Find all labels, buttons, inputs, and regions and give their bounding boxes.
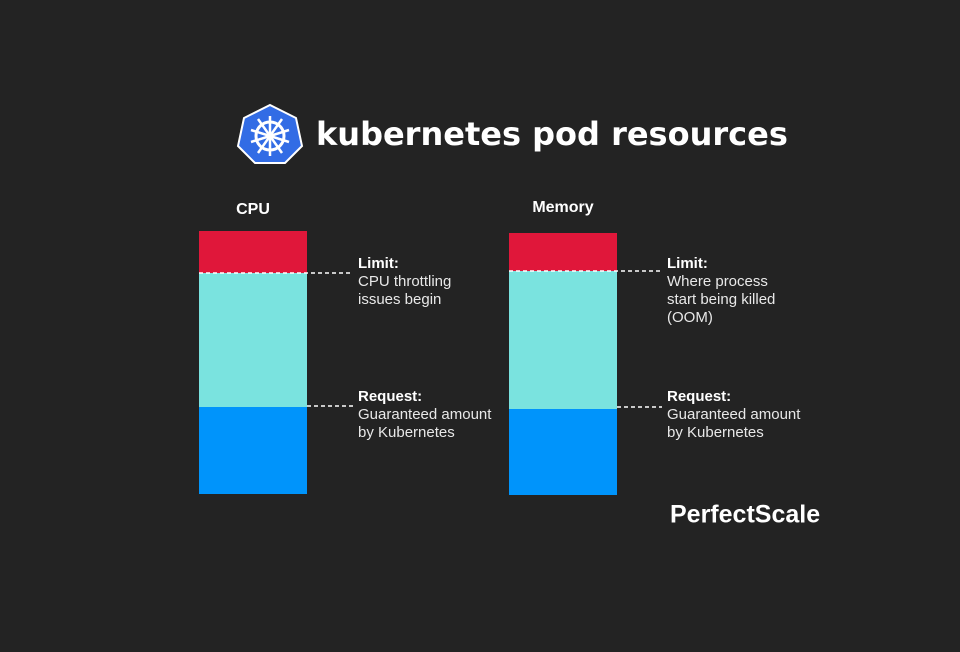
- request-text: Guaranteed amount: [667, 406, 801, 423]
- burst-block: [199, 273, 307, 407]
- request-text: Guaranteed amount: [358, 406, 492, 423]
- request-block: [199, 407, 307, 494]
- column-heading: Memory: [532, 199, 593, 216]
- title: kubernetes pod resources: [316, 115, 788, 153]
- request-block: [509, 409, 617, 495]
- limit-block: [509, 233, 617, 271]
- kubernetes-logo: [236, 103, 304, 164]
- limit-text: CPU throttling: [358, 273, 451, 290]
- limit-block: [199, 231, 307, 273]
- limit-text: Where process: [667, 273, 768, 290]
- limit-text: issues begin: [358, 291, 441, 308]
- limit-text: (OOM): [667, 309, 713, 326]
- limit-label: Limit:: [667, 255, 708, 272]
- limit-text: start being killed: [667, 291, 775, 308]
- burst-block: [509, 271, 617, 409]
- request-text: by Kubernetes: [358, 424, 455, 441]
- brand: PerfectScale: [670, 501, 820, 529]
- column-heading: CPU: [236, 201, 270, 218]
- limit-label: Limit:: [358, 255, 399, 272]
- request-text: by Kubernetes: [667, 424, 764, 441]
- request-label: Request:: [358, 388, 422, 405]
- request-label: Request:: [667, 388, 731, 405]
